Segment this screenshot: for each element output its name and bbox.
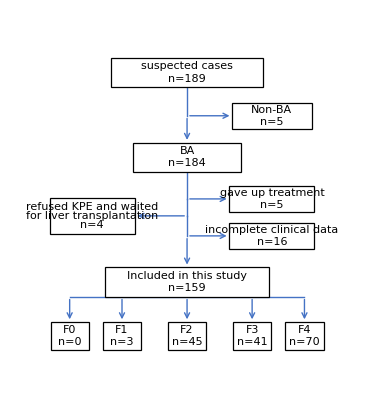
Text: Included in this study: Included in this study (127, 271, 247, 281)
Text: n=189: n=189 (168, 74, 206, 84)
FancyBboxPatch shape (133, 143, 241, 172)
Text: n=5: n=5 (260, 117, 284, 127)
Text: n=0: n=0 (58, 337, 81, 347)
FancyBboxPatch shape (168, 322, 206, 350)
Text: n=184: n=184 (168, 158, 206, 168)
Text: for liver transplantation: for liver transplantation (26, 211, 158, 221)
Text: F0: F0 (63, 325, 76, 335)
FancyBboxPatch shape (233, 322, 271, 350)
Text: refused KPE and waited: refused KPE and waited (26, 202, 158, 212)
Text: n=16: n=16 (257, 237, 287, 247)
FancyBboxPatch shape (51, 322, 89, 350)
FancyBboxPatch shape (285, 322, 323, 350)
Text: n=3: n=3 (110, 337, 134, 347)
FancyBboxPatch shape (103, 322, 141, 350)
Text: n=41: n=41 (237, 337, 268, 347)
Text: incomplete clinical data: incomplete clinical data (205, 225, 339, 235)
Text: Non-BA: Non-BA (251, 105, 292, 115)
FancyBboxPatch shape (50, 198, 135, 234)
Text: n=159: n=159 (168, 283, 206, 293)
Text: F2: F2 (180, 325, 194, 335)
Text: suspected cases: suspected cases (141, 62, 233, 72)
Text: n=70: n=70 (289, 337, 320, 347)
FancyBboxPatch shape (105, 268, 269, 297)
Text: BA: BA (180, 146, 195, 156)
Text: gave up treatment: gave up treatment (220, 188, 324, 198)
Text: F4: F4 (298, 325, 311, 335)
Text: n=5: n=5 (260, 200, 284, 210)
Text: n=4: n=4 (81, 220, 104, 230)
FancyBboxPatch shape (230, 186, 314, 212)
FancyBboxPatch shape (230, 223, 314, 249)
Text: n=45: n=45 (172, 337, 202, 347)
Text: F3: F3 (245, 325, 259, 335)
Text: F1: F1 (115, 325, 129, 335)
FancyBboxPatch shape (233, 103, 312, 129)
FancyBboxPatch shape (111, 58, 264, 87)
